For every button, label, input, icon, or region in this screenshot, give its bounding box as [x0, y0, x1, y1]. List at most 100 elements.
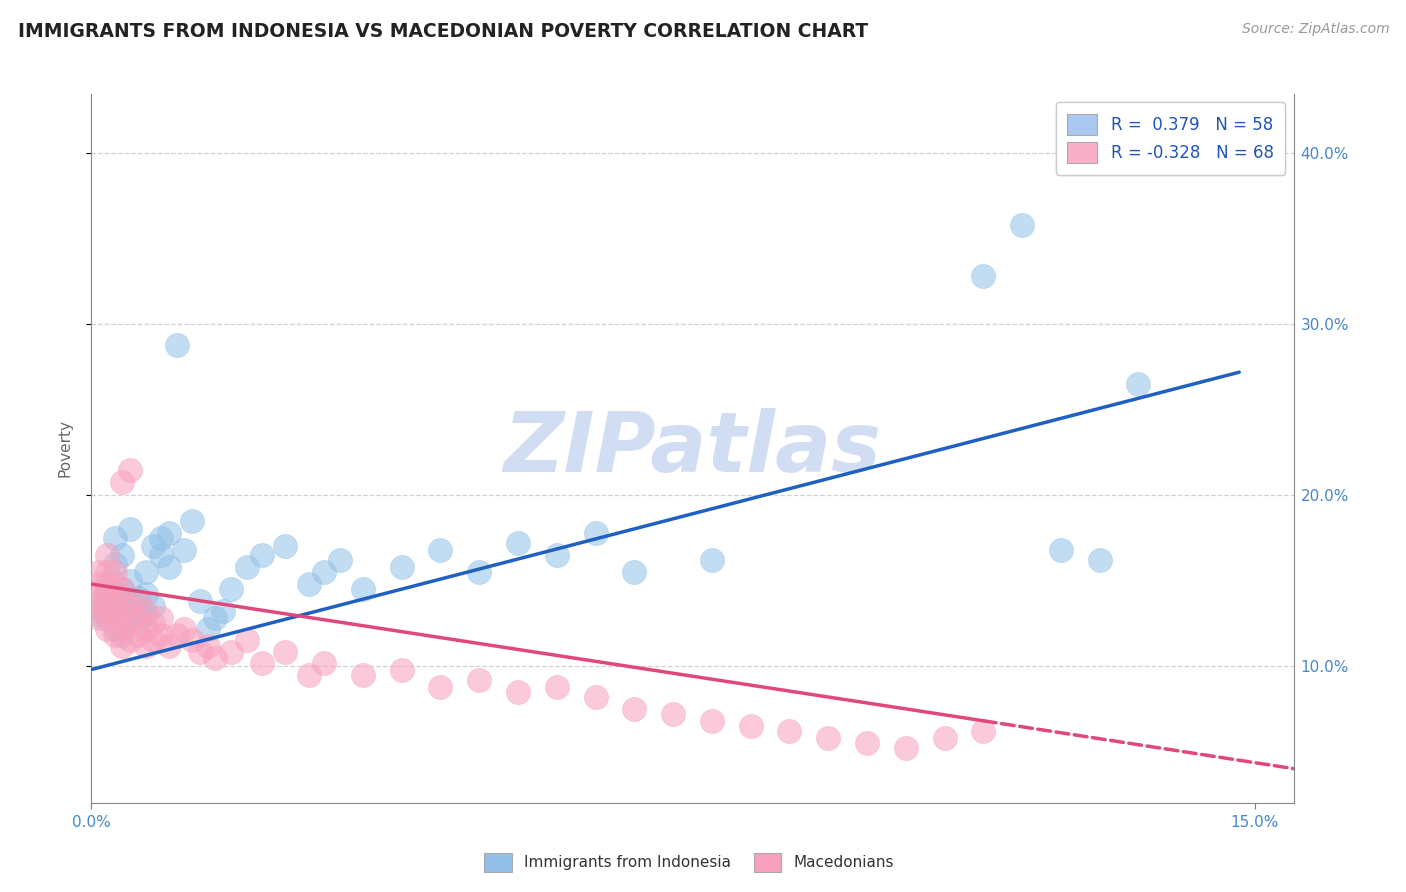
Point	[585, 690, 607, 704]
Point	[135, 604, 157, 618]
Point	[856, 736, 879, 750]
Point	[700, 714, 723, 728]
Legend: R =  0.379   N = 58, R = -0.328   N = 68: R = 0.379 N = 58, R = -0.328 N = 68	[1056, 102, 1285, 175]
Point	[157, 639, 180, 653]
Point	[150, 548, 173, 562]
Point	[127, 604, 149, 618]
Point	[817, 731, 839, 745]
Point	[546, 548, 568, 562]
Point	[188, 594, 211, 608]
Point	[120, 611, 142, 625]
Point	[740, 719, 762, 733]
Point	[235, 560, 257, 574]
Point	[468, 673, 491, 687]
Text: Source: ZipAtlas.com: Source: ZipAtlas.com	[1241, 22, 1389, 37]
Point	[127, 628, 149, 642]
Point	[274, 645, 297, 659]
Point	[104, 531, 127, 545]
Point	[312, 656, 335, 670]
Point	[89, 611, 111, 625]
Point	[623, 565, 645, 579]
Point	[96, 582, 118, 597]
Point	[127, 594, 149, 608]
Point	[111, 591, 134, 605]
Point	[312, 565, 335, 579]
Point	[142, 616, 165, 631]
Point	[204, 611, 226, 625]
Point	[111, 616, 134, 631]
Point	[934, 731, 956, 745]
Point	[89, 587, 111, 601]
Legend: Immigrants from Indonesia, Macedonians: Immigrants from Indonesia, Macedonians	[477, 845, 901, 880]
Point	[204, 650, 226, 665]
Point	[391, 663, 413, 677]
Point	[96, 604, 118, 618]
Point	[127, 611, 149, 625]
Point	[89, 577, 111, 591]
Point	[96, 577, 118, 591]
Point	[96, 622, 118, 636]
Point	[1050, 542, 1073, 557]
Point	[111, 639, 134, 653]
Point	[96, 565, 118, 579]
Point	[135, 587, 157, 601]
Point	[329, 553, 352, 567]
Point	[89, 594, 111, 608]
Point	[127, 591, 149, 605]
Point	[111, 628, 134, 642]
Point	[546, 680, 568, 694]
Text: ZIPatlas: ZIPatlas	[503, 408, 882, 489]
Point	[235, 633, 257, 648]
Point	[391, 560, 413, 574]
Point	[429, 542, 451, 557]
Point	[274, 540, 297, 554]
Point	[197, 622, 219, 636]
Point	[104, 616, 127, 631]
Point	[89, 607, 111, 622]
Point	[135, 622, 157, 636]
Point	[297, 577, 319, 591]
Point	[89, 565, 111, 579]
Point	[700, 553, 723, 567]
Point	[111, 599, 134, 614]
Point	[157, 560, 180, 574]
Point	[135, 607, 157, 622]
Point	[150, 628, 173, 642]
Point	[429, 680, 451, 694]
Point	[120, 599, 142, 614]
Point	[104, 599, 127, 614]
Point	[352, 667, 374, 681]
Point	[157, 525, 180, 540]
Point	[135, 639, 157, 653]
Point	[111, 607, 134, 622]
Point	[135, 565, 157, 579]
Point	[89, 604, 111, 618]
Point	[104, 603, 127, 617]
Point	[173, 542, 195, 557]
Point	[120, 574, 142, 588]
Point	[104, 557, 127, 571]
Point	[111, 582, 134, 597]
Point	[778, 724, 800, 739]
Point	[894, 741, 917, 756]
Point	[111, 622, 134, 636]
Point	[104, 622, 127, 636]
Point	[120, 633, 142, 648]
Point	[468, 565, 491, 579]
Point	[219, 645, 242, 659]
Point	[972, 724, 994, 739]
Point	[111, 548, 134, 562]
Point	[120, 616, 142, 631]
Point	[662, 706, 685, 721]
Point	[150, 531, 173, 545]
Point	[219, 582, 242, 597]
Point	[972, 269, 994, 284]
Point	[127, 616, 149, 631]
Point	[111, 475, 134, 489]
Point	[623, 702, 645, 716]
Point	[506, 536, 529, 550]
Point	[104, 565, 127, 579]
Text: IMMIGRANTS FROM INDONESIA VS MACEDONIAN POVERTY CORRELATION CHART: IMMIGRANTS FROM INDONESIA VS MACEDONIAN …	[18, 22, 869, 41]
Point	[1128, 377, 1150, 392]
Point	[120, 522, 142, 536]
